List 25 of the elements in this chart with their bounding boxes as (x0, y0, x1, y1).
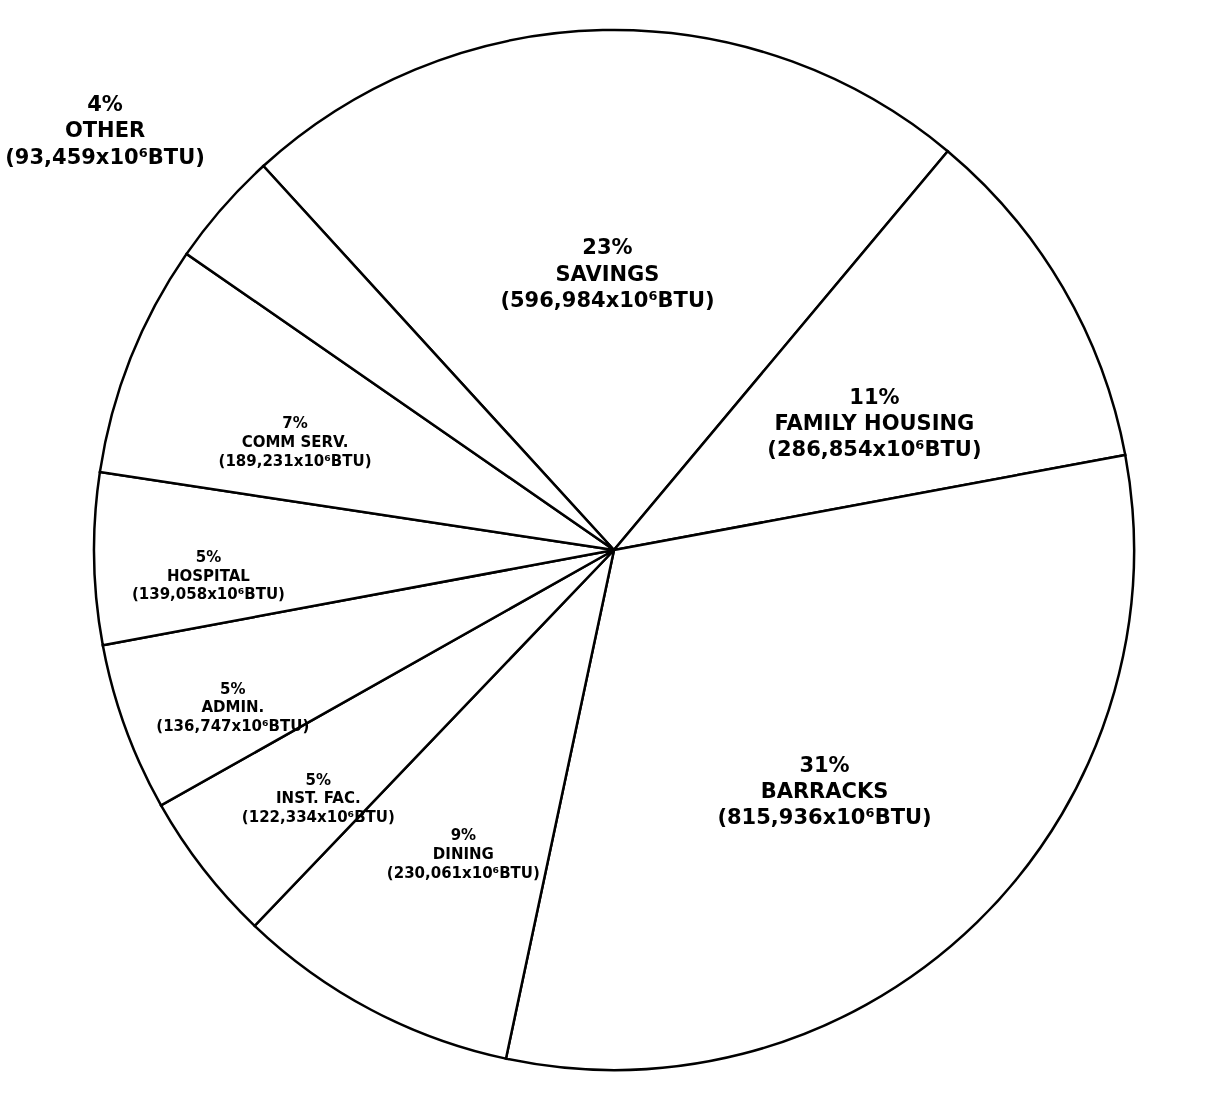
text: 11% (849, 384, 900, 409)
slice-label: BARRACKS (760, 779, 889, 804)
text: 9% (450, 826, 477, 845)
data-label: (139,058x10⁶BTU) (131, 585, 285, 604)
slice-label: HOSPITAL (167, 566, 251, 585)
text: 7% (282, 414, 308, 433)
text: 5% (305, 770, 332, 789)
text: 5% (220, 679, 246, 698)
data-label: (596,984x10⁶BTU) (500, 287, 715, 312)
slice-label: OTHER (64, 118, 146, 143)
data-label: (189,231x10⁶BTU) (218, 451, 372, 470)
text: 4% (87, 92, 123, 117)
data-label: (93,459x10⁶BTU) (5, 144, 205, 169)
slice-label: SAVINGS (555, 261, 660, 286)
slice-label: COMM SERV. (241, 433, 349, 452)
data-label: (230,061x10⁶BTU) (386, 863, 540, 882)
slice-label: DINING (432, 844, 494, 863)
text: 23% (582, 235, 633, 260)
data-label: (286,854x10⁶BTU) (767, 437, 982, 462)
text: 31% (799, 752, 850, 777)
data-label: (815,936x10⁶BTU) (717, 805, 932, 830)
slice-label: FAMILY HOUSING (774, 411, 975, 436)
slice-label: INST. FAC. (276, 789, 361, 808)
text: 5% (195, 547, 222, 566)
slice-label: ADMIN. (201, 698, 265, 717)
